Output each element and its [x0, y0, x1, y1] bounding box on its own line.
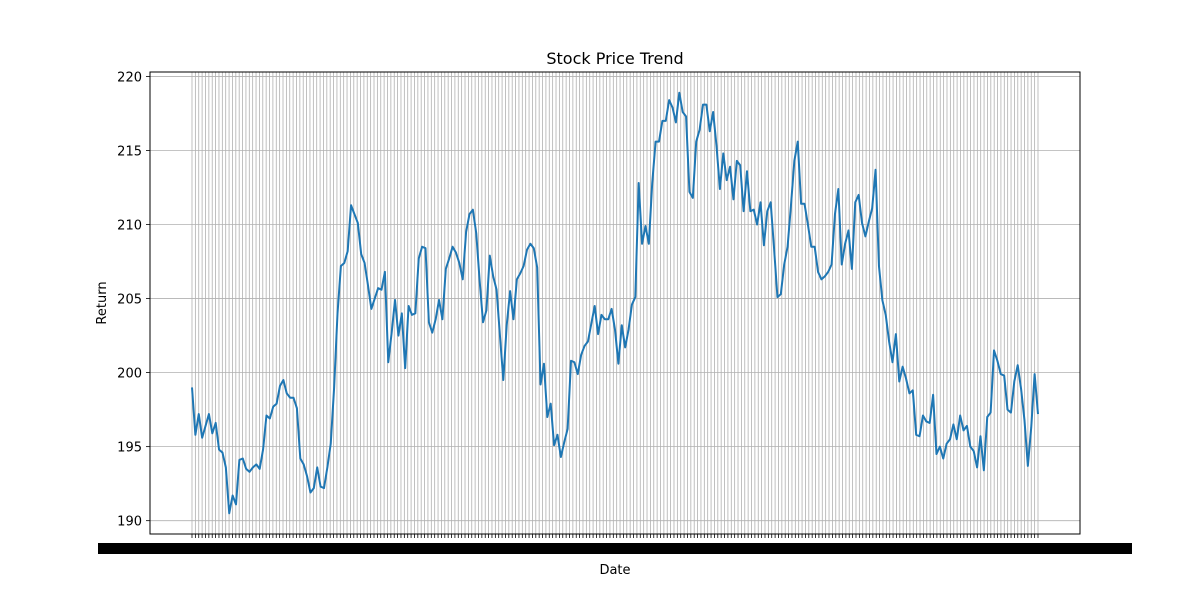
y-tick-label: 190: [117, 515, 142, 530]
series-line: [191, 91, 1039, 515]
x-tick-labels: [98, 543, 1132, 554]
y-tick-label: 195: [117, 441, 142, 456]
y-tick-label: 200: [117, 367, 142, 382]
x-gridlines: [191, 72, 1039, 534]
chart-title: Stock Price Trend: [546, 49, 683, 68]
y-tick-label: 215: [117, 144, 142, 159]
x-axis-label: Date: [599, 563, 630, 578]
plot-frame: [149, 71, 1081, 535]
series-layer: [191, 91, 1039, 515]
y-axis: 190 195 200 205 210 215 220: [117, 70, 150, 530]
y-axis-label: Return: [95, 281, 110, 324]
y-tick-label: 205: [117, 293, 142, 308]
x-axis: [98, 534, 1132, 554]
y-tick-label: 210: [117, 219, 142, 234]
y-gridlines: [150, 76, 1080, 522]
y-tick-label: 220: [117, 70, 142, 85]
